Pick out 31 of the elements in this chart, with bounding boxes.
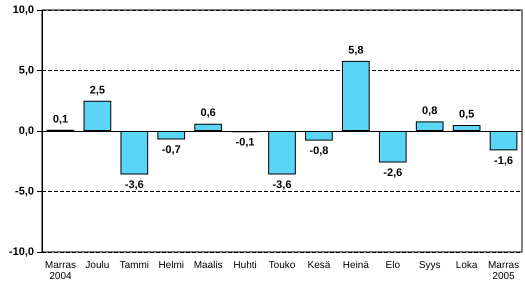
y-tick-label: 5,0 xyxy=(18,64,34,76)
data-label: 5,8 xyxy=(348,44,364,56)
x-tick-label: Maalis xyxy=(194,260,223,271)
y-tick-label: -10,0 xyxy=(8,246,34,258)
data-label: -0,1 xyxy=(236,136,255,149)
x-tick-label: Loka xyxy=(456,260,478,271)
data-label: -1,6 xyxy=(494,154,514,167)
x-tick-label: Huhti xyxy=(233,260,257,271)
data-label: -2,6 xyxy=(383,166,402,179)
data-label: -3,6 xyxy=(272,179,292,192)
data-label: -0,8 xyxy=(309,145,328,158)
x-tick-label: Joulu xyxy=(85,260,110,271)
x-tick-label: Helmi xyxy=(158,260,184,271)
x-tick-label: Heinä xyxy=(342,260,370,271)
x-tick-label: Marras 2005 xyxy=(488,260,520,282)
data-label: 0,5 xyxy=(458,108,474,120)
y-tick-label: 10,0 xyxy=(12,4,34,16)
data-label: 0,1 xyxy=(52,113,68,126)
y-tick-label: -5,0 xyxy=(15,186,34,198)
x-tick-label: Marras 2004 xyxy=(44,260,76,282)
x-tick-label: Touko xyxy=(268,260,296,271)
x-tick-label: Kesä xyxy=(308,260,331,271)
data-label: -0,7 xyxy=(162,144,181,156)
data-label: 0,8 xyxy=(422,104,438,117)
x-tick-label: Syys xyxy=(418,260,441,271)
x-tick-label: Elo xyxy=(386,260,400,271)
x-tick-label: Tammi xyxy=(120,260,150,271)
data-label: 2,5 xyxy=(90,84,106,96)
data-label: -3,6 xyxy=(124,179,144,192)
y-tick-label: 0,0 xyxy=(18,125,34,137)
data-label: 0,6 xyxy=(200,107,216,120)
